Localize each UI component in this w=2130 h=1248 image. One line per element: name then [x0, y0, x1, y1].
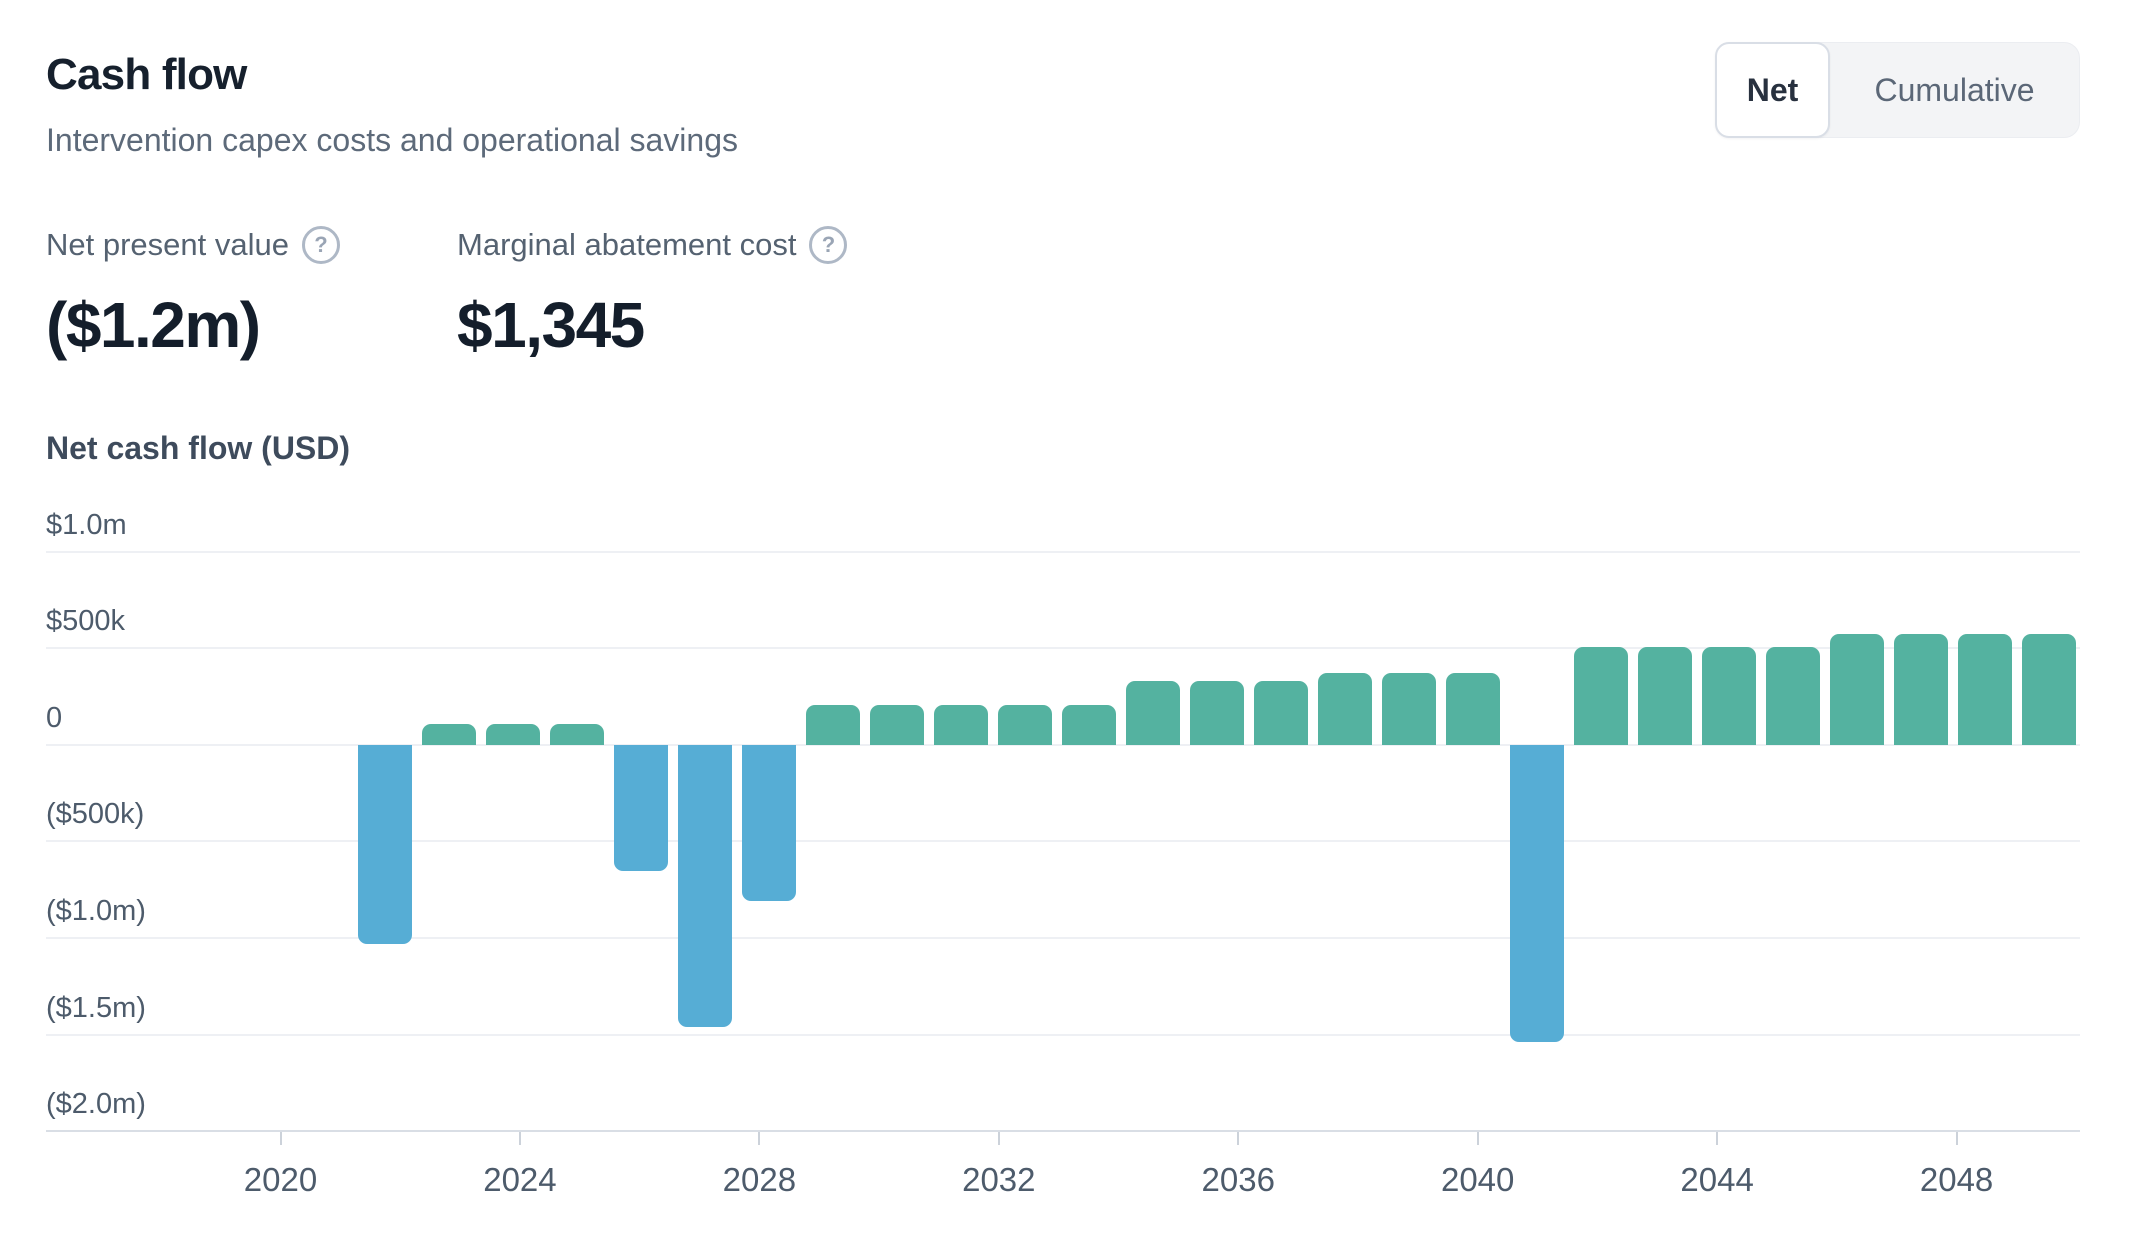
- bar-2023[interactable]: [422, 723, 476, 745]
- kpi-value: $1,345: [457, 289, 645, 361]
- gridline: [46, 550, 2080, 553]
- kpi-net-present-value: Net present value ? ($1.2m): [46, 224, 340, 362]
- x-axis-tick-label: 2040: [1440, 1161, 1515, 1198]
- bar-2046[interactable]: [1894, 633, 1948, 745]
- bar-2042[interactable]: [1638, 647, 1692, 745]
- bar-2037[interactable]: [1318, 673, 1372, 745]
- y-axis-tick-label: ($2.0m): [46, 1088, 146, 1121]
- x-axis-tick: [997, 1132, 1000, 1145]
- bar-2022[interactable]: [358, 744, 412, 944]
- bar-2035[interactable]: [1190, 681, 1244, 745]
- bar-2038[interactable]: [1382, 673, 1436, 745]
- bar-2027[interactable]: [678, 744, 732, 1027]
- bar-2029[interactable]: [806, 705, 860, 745]
- bar-2025[interactable]: [550, 723, 604, 745]
- bar-2033[interactable]: [1062, 705, 1116, 745]
- help-circle-icon[interactable]: ?: [809, 226, 848, 264]
- x-axis-tick-label: 2028: [722, 1161, 797, 1198]
- bar-2041[interactable]: [1574, 647, 1628, 745]
- x-axis-tick-label: 2048: [1919, 1161, 1994, 1198]
- x-axis-tick-label: 2032: [962, 1161, 1036, 1198]
- x-axis-tick: [1955, 1132, 1958, 1145]
- y-axis-tick-label: $1.0m: [46, 508, 127, 541]
- x-axis-tick-label: 2036: [1201, 1161, 1275, 1198]
- gridline: [46, 743, 2080, 746]
- bar-2024[interactable]: [486, 723, 540, 745]
- toggle-cumulative-button[interactable]: Cumulative: [1830, 43, 2079, 137]
- bar-2040[interactable]: [1510, 744, 1564, 1043]
- kpi-marginal-abatement-cost: Marginal abatement cost ? $1,345: [457, 224, 848, 362]
- kpi-value: ($1.2m): [46, 289, 261, 361]
- net-cumulative-toggle: Net Cumulative: [1715, 42, 2080, 138]
- gridline: [46, 647, 2080, 650]
- gridline: [46, 840, 2080, 843]
- bar-2047[interactable]: [1958, 633, 2012, 745]
- y-axis-tick-label: ($1.5m): [46, 991, 146, 1024]
- kpi-label: Marginal abatement cost: [457, 227, 797, 262]
- help-circle-icon[interactable]: ?: [301, 226, 340, 264]
- y-axis-tick-label: 0: [46, 701, 63, 734]
- x-axis-tick: [1716, 1132, 1719, 1145]
- x-axis-tick: [758, 1132, 761, 1145]
- bar-2044[interactable]: [1766, 647, 1820, 745]
- y-axis-tick-label: ($500k): [46, 798, 145, 831]
- x-axis-tick: [279, 1132, 282, 1145]
- bar-2028[interactable]: [742, 744, 796, 902]
- bar-2045[interactable]: [1830, 633, 1884, 745]
- bar-2036[interactable]: [1254, 681, 1308, 745]
- y-axis-tick-label: $500k: [46, 605, 126, 638]
- bar-2048[interactable]: [2022, 633, 2076, 745]
- toggle-net-button[interactable]: Net: [1715, 42, 1830, 138]
- kpi-label: Net present value: [46, 227, 289, 262]
- gridline: [46, 937, 2080, 939]
- bar-2039[interactable]: [1446, 673, 1500, 745]
- bar-2032[interactable]: [998, 705, 1052, 745]
- bar-2043[interactable]: [1702, 647, 1756, 745]
- page-title: Cash flow: [46, 50, 247, 99]
- x-axis-tick: [1237, 1132, 1240, 1145]
- bar-2034[interactable]: [1126, 681, 1180, 745]
- x-axis-tick: [518, 1132, 521, 1145]
- bar-2031[interactable]: [934, 705, 988, 745]
- x-axis-tick-label: 2044: [1680, 1161, 1754, 1198]
- gridline: [46, 1033, 2080, 1036]
- y-axis-tick-label: ($1.0m): [46, 895, 146, 927]
- x-axis-tick-label: 2020: [243, 1161, 318, 1198]
- x-axis-line: [46, 1130, 2080, 1133]
- bar-2026[interactable]: [614, 744, 668, 872]
- x-axis-tick-label: 2024: [483, 1161, 557, 1198]
- chart-title: Net cash flow (USD): [46, 430, 351, 466]
- x-axis-tick: [1476, 1132, 1479, 1145]
- page-subtitle: Intervention capex costs and operational…: [46, 122, 738, 158]
- bar-2030[interactable]: [870, 705, 924, 745]
